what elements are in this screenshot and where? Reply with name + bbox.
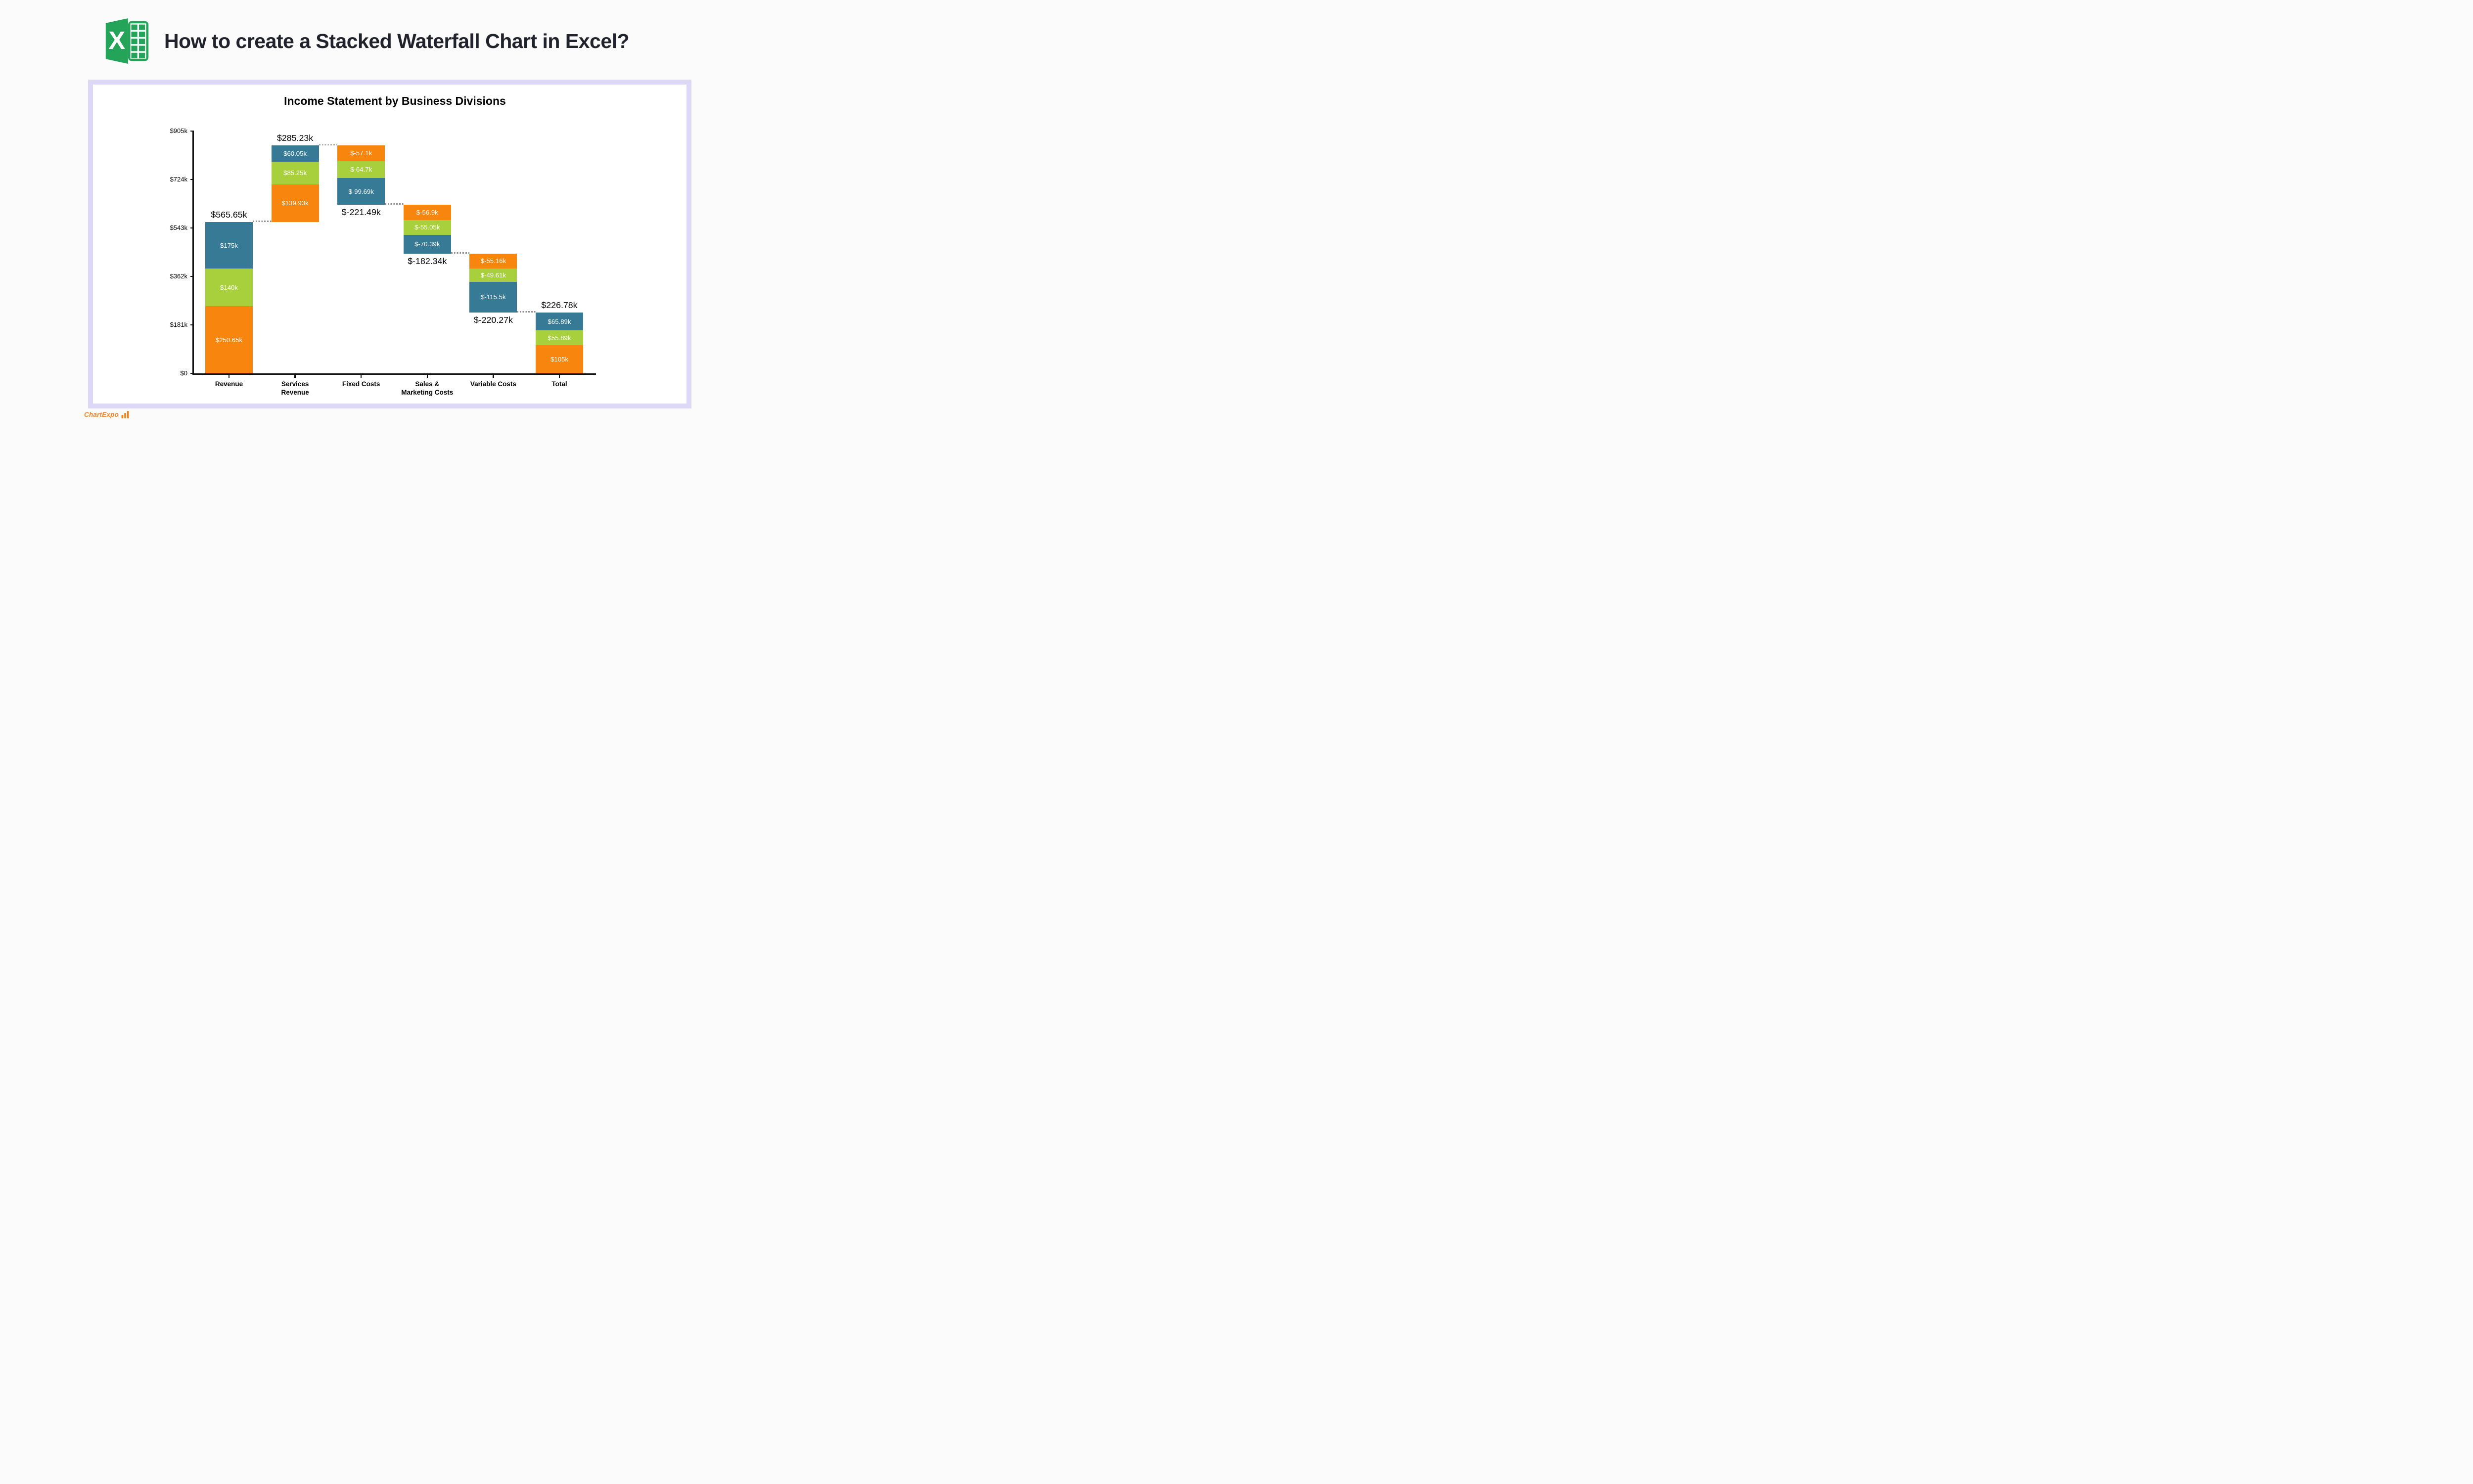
y-axis-tick xyxy=(190,372,194,374)
segment-value-label: $-55.05k xyxy=(414,224,440,231)
waterfall-connector xyxy=(451,252,470,254)
bar-segment-orange[interactable]: $105k xyxy=(536,345,583,373)
page-title: How to create a Stacked Waterfall Chart … xyxy=(164,29,630,52)
bar-segment-green[interactable]: $85.25k xyxy=(271,161,319,184)
svg-text:X: X xyxy=(108,26,125,54)
x-axis-tick xyxy=(426,374,428,378)
x-axis-line xyxy=(192,373,596,375)
bar-segment-orange[interactable]: $139.93k xyxy=(271,184,319,222)
chart-title: Income Statement by Business Divisions xyxy=(284,94,506,107)
bar-segment-orange[interactable]: $-55.16k xyxy=(469,253,517,269)
bar-total-label: $226.78k xyxy=(541,300,578,311)
waterfall-connector xyxy=(253,220,272,222)
segment-value-label: $-57.1k xyxy=(350,149,372,157)
bar-segment-green[interactable]: $-55.05k xyxy=(403,220,451,235)
y-axis-tick xyxy=(190,275,194,277)
segment-value-label: $65.89k xyxy=(548,317,571,325)
category-label: Revenue xyxy=(189,380,269,388)
bar-segment-teal[interactable]: $-115.5k xyxy=(469,281,517,313)
page-header: X How to create a Stacked Waterfall Char… xyxy=(104,17,630,65)
waterfall-connector xyxy=(385,203,404,205)
chart-panel: Income Statement by Business Divisions $… xyxy=(88,80,691,408)
y-axis-tick xyxy=(190,227,194,229)
category-label-line: Revenue xyxy=(215,380,243,388)
segment-value-label: $140k xyxy=(220,283,238,291)
chart-canvas: Income Statement by Business Divisions $… xyxy=(93,85,687,404)
bar-segment-orange[interactable]: $250.65k xyxy=(205,306,253,373)
segment-value-label: $-56.9k xyxy=(416,209,438,217)
waterfall-plot: $0 $181k $362k $543k $724k $905k $175k $140k $25… xyxy=(93,85,687,404)
category-label-line: Marketing Costs xyxy=(401,389,454,396)
x-axis-tick xyxy=(294,374,296,378)
bar-segment-green[interactable]: $-64.7k xyxy=(337,161,385,179)
bar-segment-teal[interactable]: $-70.39k xyxy=(403,234,451,254)
waterfall-connector xyxy=(517,311,536,313)
category-label-line: Services xyxy=(281,380,309,388)
segment-value-label: $250.65k xyxy=(215,336,243,344)
x-axis-tick xyxy=(558,374,560,378)
category-label: Total xyxy=(520,380,599,388)
segment-value-label: $-115.5k xyxy=(481,293,506,301)
bar-segment-green[interactable]: $140k xyxy=(205,269,253,307)
y-axis-tick xyxy=(190,324,194,326)
y-axis-line xyxy=(192,131,194,375)
bar-total-label: $-182.34k xyxy=(408,256,447,266)
segment-value-label: $85.25k xyxy=(283,169,307,177)
segment-value-label: $-49.61k xyxy=(480,271,506,279)
bar-segment-orange[interactable]: $-57.1k xyxy=(337,145,385,161)
segment-value-label: $-55.16k xyxy=(480,257,506,265)
segment-value-label: $105k xyxy=(550,356,568,363)
segment-value-label: $-99.69k xyxy=(348,187,374,195)
category-label: Services Revenue xyxy=(256,380,335,397)
bar-total-label: $-221.49k xyxy=(341,207,381,218)
bar-segment-teal[interactable]: $65.89k xyxy=(536,313,583,330)
category-label-line: Sales & xyxy=(415,380,440,388)
category-label-line: Variable Costs xyxy=(470,380,516,388)
bar-segment-teal[interactable]: $60.05k xyxy=(271,145,319,162)
y-tick-label: $181k xyxy=(170,321,187,328)
bar-total-label: $565.65k xyxy=(211,209,247,220)
segment-value-label: $-64.7k xyxy=(350,166,372,174)
waterfall-connector xyxy=(319,144,338,146)
segment-value-label: $55.89k xyxy=(548,334,571,342)
category-label: Fixed Costs xyxy=(321,380,401,388)
y-tick-label: $0 xyxy=(180,369,187,377)
bar-segment-orange[interactable]: $-56.9k xyxy=(403,205,451,221)
bar-total-label: $285.23k xyxy=(277,133,314,143)
excel-icon: X xyxy=(105,18,149,64)
segment-value-label: $175k xyxy=(220,241,238,249)
chartexpo-logo: ChartExpo xyxy=(84,411,130,418)
chartexpo-bars-icon xyxy=(121,411,129,418)
x-axis-tick xyxy=(361,374,362,378)
y-axis-tick xyxy=(190,179,194,180)
segment-value-label: $60.05k xyxy=(283,150,307,158)
chartexpo-wordmark: ChartExpo xyxy=(84,411,119,418)
bar-segment-green[interactable]: $55.89k xyxy=(536,330,583,346)
bar-total-label: $-220.27k xyxy=(473,315,513,325)
category-label: Variable Costs xyxy=(454,380,533,388)
y-tick-label: $905k xyxy=(170,127,187,135)
y-tick-label: $362k xyxy=(170,272,187,280)
segment-value-label: $-70.39k xyxy=(414,240,440,248)
category-label-line: Revenue xyxy=(281,389,309,396)
bar-segment-teal[interactable]: $175k xyxy=(205,222,253,269)
bar-segment-green[interactable]: $-49.61k xyxy=(469,268,517,282)
segment-value-label: $139.93k xyxy=(281,199,309,207)
category-label-line: Fixed Costs xyxy=(342,380,380,388)
bar-segment-teal[interactable]: $-99.69k xyxy=(337,178,385,205)
y-axis-tick xyxy=(190,130,194,132)
category-label-line: Total xyxy=(551,380,567,388)
y-tick-label: $543k xyxy=(170,224,187,231)
x-axis-tick xyxy=(493,374,494,378)
y-tick-label: $724k xyxy=(170,176,187,183)
category-label: Sales & Marketing Costs xyxy=(388,380,467,397)
